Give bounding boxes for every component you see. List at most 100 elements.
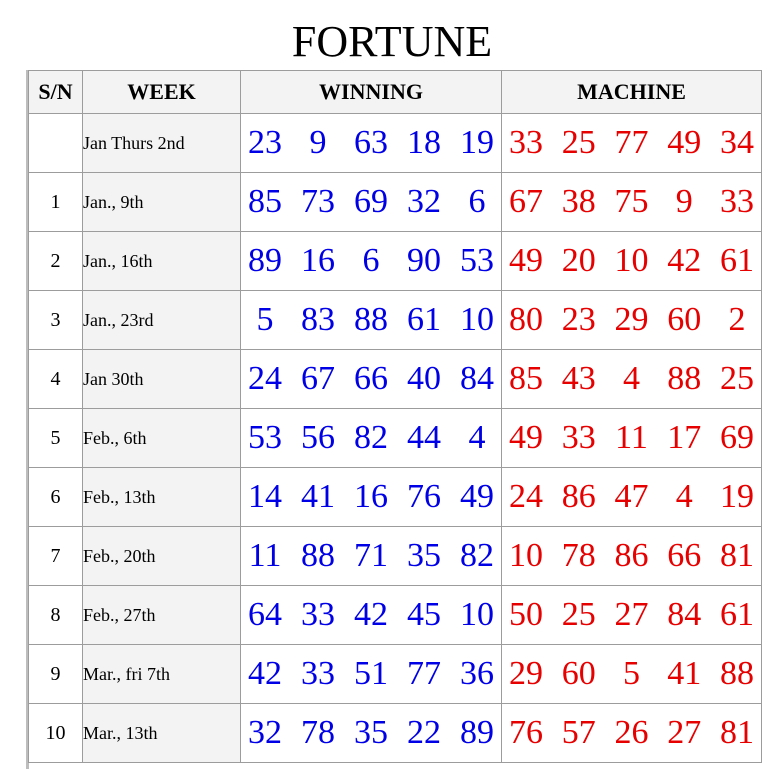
row-sn: 4	[28, 349, 83, 409]
machine-number: 23	[561, 301, 596, 338]
winning-number: 76	[407, 478, 441, 515]
machine-number: 33	[561, 419, 596, 456]
winning-number: 56	[301, 419, 335, 456]
table-row: 10 Mar., 13th 32 78 35 22 89 76 57 26 27 81	[28, 703, 762, 763]
machine-number: 61	[720, 596, 754, 633]
machine-number: 67	[509, 183, 543, 220]
machine-number: 11	[615, 419, 648, 456]
results-table: S/N WEEK WINNING MACHINE Jan Thurs 2nd 23…	[28, 70, 762, 763]
winning-number: 90	[407, 242, 441, 279]
winning-number: 42	[354, 596, 388, 633]
row-winning-numbers: 5 83 88 61 10	[240, 290, 502, 350]
table-row: 3 Jan., 23rd 5 83 88 61 10 80 23 29 60 2	[28, 290, 762, 350]
winning-number: 6	[362, 242, 380, 279]
row-sn: 6	[28, 467, 83, 527]
machine-number: 20	[561, 242, 596, 279]
winning-number: 33	[301, 655, 335, 692]
winning-number: 89	[460, 714, 494, 751]
machine-number: 42	[667, 242, 702, 279]
machine-number: 75	[614, 183, 649, 220]
machine-number: 33	[720, 183, 754, 220]
row-week: Feb., 6th	[82, 408, 241, 468]
machine-number: 69	[720, 419, 754, 456]
winning-number: 32	[407, 183, 441, 220]
winning-number: 35	[407, 537, 441, 574]
machine-number: 86	[614, 537, 649, 574]
row-sn: 2	[28, 231, 83, 291]
row-winning-numbers: 53 56 82 44 4	[240, 408, 502, 468]
winning-number: 77	[407, 655, 441, 692]
machine-number: 9	[675, 183, 693, 220]
row-sn: 1	[28, 172, 83, 232]
winning-number: 10	[460, 596, 494, 633]
table-row: 2 Jan., 16th 89 16 6 90 53 49 20 10 42 61	[28, 231, 762, 291]
machine-number: 4	[623, 360, 640, 397]
row-sn	[28, 113, 83, 173]
machine-number: 61	[720, 242, 754, 279]
winning-number: 64	[248, 596, 282, 633]
machine-number: 50	[509, 596, 543, 633]
machine-number: 27	[667, 714, 702, 751]
winning-number: 9	[309, 124, 327, 161]
machine-number: 29	[509, 655, 543, 692]
row-sn: 10	[28, 703, 83, 763]
winning-number: 16	[301, 242, 335, 279]
winning-number: 23	[248, 124, 282, 161]
winning-number: 51	[354, 655, 388, 692]
winning-number: 44	[407, 419, 441, 456]
header-sn: S/N	[28, 70, 83, 114]
winning-number: 85	[248, 183, 282, 220]
header-winning: WINNING	[240, 70, 502, 114]
table-row: 1 Jan., 9th 85 73 69 32 6 67 38 75 9 33	[28, 172, 762, 232]
machine-number: 10	[614, 242, 649, 279]
machine-number: 4	[675, 478, 693, 515]
machine-number: 49	[667, 124, 702, 161]
machine-number: 25	[561, 124, 596, 161]
row-week: Jan Thurs 2nd	[82, 113, 241, 173]
row-sn: 8	[28, 585, 83, 645]
header-week: WEEK	[82, 70, 241, 114]
machine-number: 78	[561, 537, 596, 574]
machine-number: 10	[509, 537, 543, 574]
machine-number: 19	[720, 478, 754, 515]
winning-number: 19	[460, 124, 494, 161]
row-machine-numbers: 49 33 11 17 69	[501, 408, 762, 468]
machine-number: 76	[509, 714, 543, 751]
winning-number: 10	[460, 301, 494, 338]
winning-number: 5	[256, 301, 274, 338]
winning-number: 67	[301, 360, 335, 397]
row-sn: 5	[28, 408, 83, 468]
row-winning-numbers: 85 73 69 32 6	[240, 172, 502, 232]
left-border-rule	[26, 70, 29, 769]
machine-number: 60	[561, 655, 596, 692]
row-machine-numbers: 33 25 77 49 34	[501, 113, 762, 173]
row-machine-numbers: 29 60 5 41 88	[501, 644, 762, 704]
winning-number: 66	[354, 360, 388, 397]
row-winning-numbers: 11 88 71 35 82	[240, 526, 502, 586]
row-winning-numbers: 14 41 16 76 49	[240, 467, 502, 527]
row-machine-numbers: 50 25 27 84 61	[501, 585, 762, 645]
row-week: Jan., 16th	[82, 231, 241, 291]
row-week: Jan., 23rd	[82, 290, 241, 350]
machine-number: 34	[720, 124, 754, 161]
machine-number: 57	[561, 714, 596, 751]
winning-number: 73	[301, 183, 335, 220]
row-week: Mar., fri 7th	[82, 644, 241, 704]
table-row: 7 Feb., 20th 11 88 71 35 82 10 78 86 66 81	[28, 526, 762, 586]
winning-number: 78	[301, 714, 335, 751]
machine-number: 33	[509, 124, 543, 161]
winning-number: 4	[468, 419, 486, 456]
machine-number: 26	[614, 714, 649, 751]
winning-number: 49	[460, 478, 494, 515]
row-week: Feb., 13th	[82, 467, 241, 527]
winning-number: 11	[248, 537, 282, 574]
machine-number: 81	[720, 537, 754, 574]
header-row: S/N WEEK WINNING MACHINE	[28, 70, 762, 114]
winning-number: 35	[354, 714, 388, 751]
winning-number: 88	[354, 301, 388, 338]
machine-number: 47	[614, 478, 649, 515]
machine-number: 2	[728, 301, 746, 338]
machine-number: 17	[667, 419, 702, 456]
winning-number: 71	[354, 537, 388, 574]
winning-number: 53	[248, 419, 282, 456]
